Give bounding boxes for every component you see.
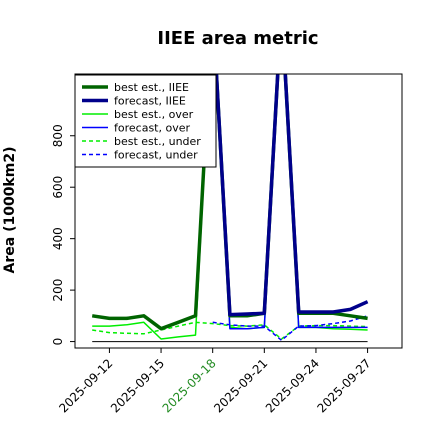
x-tick-label: 2025-09-24 — [263, 356, 322, 415]
y-tick-label: 400 — [51, 227, 65, 250]
chart-title: IIEE area metric — [157, 28, 318, 49]
y-axis-ticks: 0 200 400 600 800 — [51, 124, 75, 345]
x-tick-label: 2025-09-21 — [211, 356, 270, 415]
y-tick-label: 800 — [51, 124, 65, 147]
x-tick-label: 2025-09-15 — [108, 356, 167, 415]
plot-frame — [74, 73, 403, 349]
legend-entry: forecast, under — [114, 149, 198, 162]
series-line-best-est-iiee — [91, 74, 368, 331]
series-layer — [91, 74, 369, 343]
legend-entry: forecast, over — [114, 122, 190, 135]
legend-entry: best est., under — [114, 135, 201, 148]
legend-entry: best est., IIEE — [114, 81, 189, 94]
legend-entry: forecast, IIEE — [114, 95, 186, 108]
series-line-forecast-under — [212, 315, 368, 342]
y-tick-label: 600 — [51, 176, 65, 199]
series-line-forecast-iiee — [214, 74, 369, 317]
x-axis-ticks: 2025-09-122025-09-152025-09-182025-09-21… — [56, 348, 374, 415]
x-tick-label: 2025-09-12 — [56, 356, 115, 415]
y-tick-label: 0 — [51, 338, 65, 346]
y-tick-label: 200 — [51, 279, 65, 302]
legend-box — [74, 74, 217, 168]
legend-entry: best est., over — [114, 108, 194, 121]
x-tick-label: 2025-09-27 — [314, 356, 373, 415]
y-axis-label: Area (1000km2) — [2, 147, 18, 274]
x-tick-label: 2025-09-18 — [160, 356, 219, 415]
